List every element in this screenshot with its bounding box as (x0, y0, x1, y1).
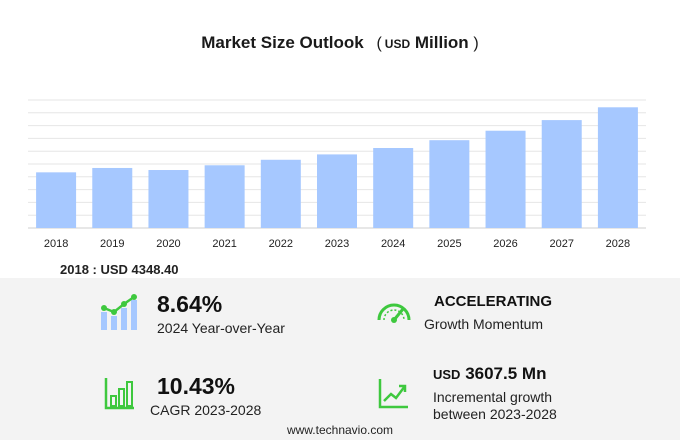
yoy-label: 2024 Year-over-Year (157, 320, 285, 336)
x-tick-label: 2018 (44, 238, 68, 250)
x-tick-label: 2024 (381, 238, 405, 250)
x-tick-label: 2025 (437, 238, 461, 250)
yoy-value: 8.64% (157, 291, 223, 317)
x-tick-label: 2026 (493, 238, 517, 250)
stats-panel (0, 278, 680, 440)
title-close-paren: ) (473, 35, 479, 52)
incremental-label-1: Incremental growth (433, 389, 553, 405)
x-tick-label: 2023 (325, 238, 349, 250)
bar-2023 (317, 154, 357, 228)
x-tick-label: 2028 (606, 238, 630, 250)
bar-2025 (429, 140, 470, 228)
cagr-value: 10.43% (157, 373, 236, 399)
cagr-stat: 10.43% CAGR 2023-2028 (150, 373, 261, 419)
bar-2021 (204, 165, 245, 228)
yoy-stat: 8.64% 2024 Year-over-Year (157, 291, 285, 337)
title-main: Market Size Outlook (201, 33, 364, 52)
chart-title: Market Size Outlook (USD Million ) (0, 33, 680, 53)
x-tick-label: 2022 (269, 238, 293, 250)
base-year-value: 2018 : USD 4348.40 (60, 262, 179, 277)
bar-chart-icon (104, 378, 134, 410)
incremental-stat: USD 3607.5 Mn Incremental growth between… (433, 364, 557, 423)
bar-2022 (260, 159, 301, 228)
bar-2028 (597, 107, 638, 228)
bar-chart: 2018 2019 2020 2021 2022 2023 2024 2025 2026 2027… (28, 99, 646, 250)
bar-growth-icon (101, 294, 137, 330)
momentum-label: Growth Momentum (424, 316, 544, 332)
speedometer-icon (377, 303, 411, 323)
title-unit: Million (414, 33, 469, 52)
footer-url: www.technavio.com (286, 423, 394, 437)
x-tick-label: 2027 (549, 238, 573, 250)
cagr-label: CAGR 2023-2028 (150, 402, 262, 418)
incremental-value: 3607.5 Mn (465, 364, 547, 383)
x-tick-label: 2021 (212, 238, 236, 250)
title-open-paren: ( (376, 35, 382, 52)
x-tick-label: 2019 (100, 238, 124, 250)
momentum-stat: ACCELERATING Growth Momentum (424, 293, 552, 333)
incremental-prefix: USD (433, 367, 461, 382)
bar-2024 (373, 148, 414, 228)
bar-2027 (541, 120, 582, 228)
line-growth-icon (378, 379, 408, 409)
bar-2020 (148, 170, 189, 228)
x-tick-label: 2020 (156, 238, 180, 250)
momentum-value: ACCELERATING (434, 293, 553, 310)
bar-2026 (485, 130, 526, 228)
title-unit-small: USD (384, 37, 411, 51)
bar-2019 (92, 167, 133, 228)
incremental-label-2: between 2023-2028 (433, 406, 557, 422)
bar-2018 (36, 172, 77, 228)
